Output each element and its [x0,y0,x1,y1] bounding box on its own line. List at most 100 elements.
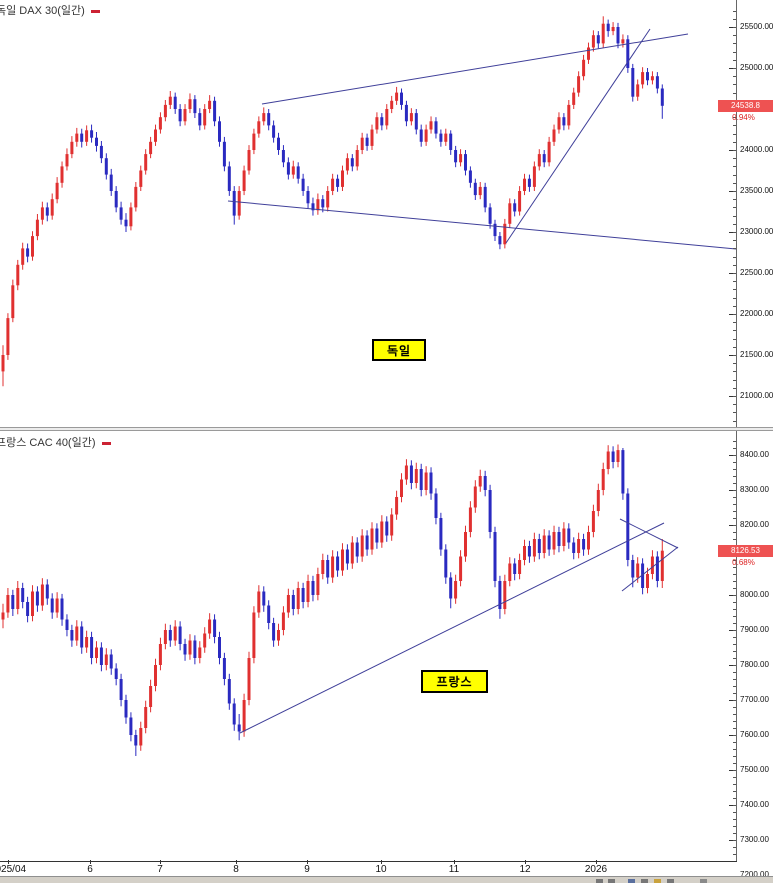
x-axis-tick-label: 2025/04 [0,864,27,875]
candle-body [626,39,630,68]
series-legend-dash-icon [90,9,100,13]
y-axis-minor-tick [733,763,736,764]
candle-body [104,158,108,175]
candle-body [616,450,620,462]
candle-body [55,182,59,200]
candle-body [419,469,423,490]
toolbar-icon[interactable] [667,879,674,883]
cac-chart-plot[interactable] [0,431,736,861]
cac-last-price-tag: 8126.53 [718,544,773,557]
y-axis-tick-label: 7800.00 [740,660,769,669]
cac-change-percent: 0.68% [732,557,755,567]
y-axis-minor-tick [733,412,736,414]
candle-body [395,92,399,101]
candle-body [193,99,197,114]
y-axis-minor-tick [733,68,736,69]
candle-body [301,588,305,602]
y-axis-minor-tick [733,658,736,659]
candle-body [35,219,39,237]
candle-body [444,133,448,142]
y-axis-minor-tick [733,264,736,266]
candle-body [291,595,295,609]
candle-body [188,99,192,109]
toolbar-icon[interactable] [608,879,615,883]
candle-body [134,186,138,208]
y-axis-tick-label: 25000.00 [740,63,773,72]
y-axis-minor-tick [733,581,736,582]
candle-body [321,560,325,574]
trendline[interactable] [239,522,665,734]
y-axis-minor-tick [733,420,736,422]
candle-body [650,76,654,81]
toolbar-icon[interactable] [628,879,635,883]
y-axis-minor-tick [733,207,736,209]
candle-body [267,605,271,623]
candle-body [409,465,413,483]
candle-body [552,532,556,550]
toolbar-icon[interactable] [700,879,707,883]
candle-body [262,113,266,122]
country-annotation-france[interactable]: 프랑스 [421,670,488,693]
candle-body [459,154,463,163]
y-axis-minor-tick [733,476,736,477]
y-axis-minor-tick [733,158,736,160]
candle-body [444,549,448,578]
candle-body [459,556,463,581]
candle-body [183,644,187,655]
candle-body [621,450,625,494]
y-axis-tick [729,489,736,491]
candle-body [488,490,492,532]
x-axis-tick-label: 6 [87,864,93,875]
dax-last-price-tag: 24538.8 [718,99,773,112]
toolbar-icon[interactable] [641,879,648,883]
y-axis-minor-tick [733,51,736,53]
y-axis-minor-tick [733,602,736,603]
candle-body [252,612,256,658]
candle-body [45,584,49,599]
x-axis-tick-label: 10 [375,864,387,875]
candle-body [414,469,418,483]
y-axis-tick [729,734,736,736]
candle-body [90,130,94,138]
y-axis-minor-tick [733,840,736,841]
candle-body [109,654,113,669]
candle-body [464,532,467,557]
y-axis-minor-tick [733,448,736,449]
bottom-toolbar-strip[interactable] [0,876,773,883]
x-axis-tick [8,860,9,864]
candle-body [321,199,325,208]
y-axis-minor-tick [733,630,736,631]
y-axis-minor-tick [733,623,736,624]
candle-body [16,264,20,286]
y-axis[interactable] [737,0,773,877]
candle-body [65,154,69,167]
candle-body [547,535,551,550]
country-annotation-germany[interactable]: 독일 [372,339,426,361]
trendline[interactable] [621,546,679,592]
candle-body [498,236,502,245]
dax-chart-plot[interactable] [0,0,736,428]
candle-body [119,207,123,220]
y-axis-tick [729,190,736,192]
candle-body [478,186,482,196]
y-axis-minor-tick [733,305,736,307]
trendline[interactable] [261,33,689,105]
candle-body [326,560,330,578]
trendline[interactable] [227,200,736,250]
toolbar-icon[interactable] [654,879,661,883]
candle-body [237,191,241,216]
candle-body [95,137,98,146]
candle-body [173,96,177,109]
x-axis[interactable]: 2025/04 6 7 8 9 10 11 12 2026 [0,860,737,877]
trendline[interactable] [505,28,651,244]
candle-body [227,166,231,191]
y-axis-minor-tick [733,182,736,184]
candle-body [316,574,320,595]
y-axis-tick-label: 7300.00 [740,835,769,844]
toolbar-icon[interactable] [596,879,603,883]
trendline[interactable] [619,518,679,549]
candle-body [124,219,128,227]
candle-body [168,630,172,641]
candle-body [449,577,453,599]
candle-body [582,539,586,550]
